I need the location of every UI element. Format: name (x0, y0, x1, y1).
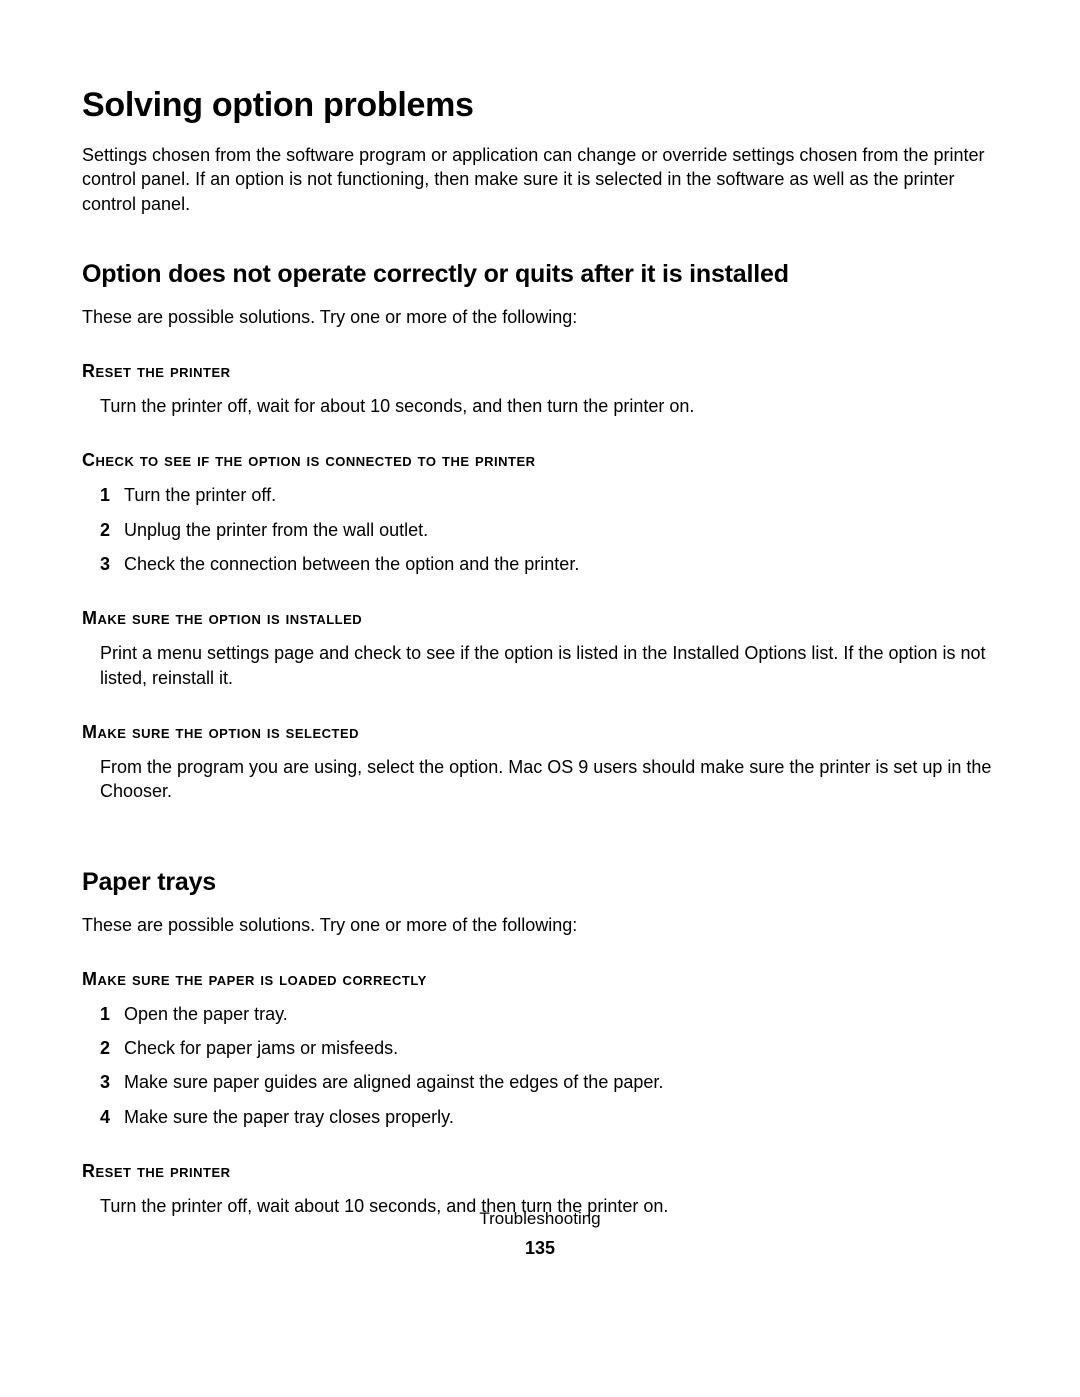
list-item: 3Check the connection between the option… (100, 552, 998, 576)
list-text: Turn the printer off. (124, 483, 276, 507)
list-number: 2 (100, 518, 124, 542)
subsection-title: Make sure the paper is loaded correctly (82, 969, 998, 990)
list-text: Check for paper jams or misfeeds. (124, 1036, 398, 1060)
section-lead: These are possible solutions. Try one or… (82, 913, 998, 937)
list-item: 2Unplug the printer from the wall outlet… (100, 518, 998, 542)
numbered-list: 1Turn the printer off. 2Unplug the print… (82, 483, 998, 576)
intro-paragraph: Settings chosen from the software progra… (82, 143, 998, 216)
subsection-body: Print a menu settings page and check to … (82, 641, 998, 690)
numbered-list: 1Open the paper tray. 2Check for paper j… (82, 1002, 998, 1129)
subsection-body: Turn the printer off, wait for about 10 … (82, 394, 998, 418)
list-number: 2 (100, 1036, 124, 1060)
footer-label: Troubleshooting (0, 1209, 1080, 1229)
list-number: 1 (100, 483, 124, 507)
subsection-title: Reset the printer (82, 361, 998, 382)
list-number: 3 (100, 1070, 124, 1094)
subsection-body: From the program you are using, select t… (82, 755, 998, 804)
subsection-title: Reset the printer (82, 1161, 998, 1182)
list-number: 4 (100, 1105, 124, 1129)
list-item: 1Open the paper tray. (100, 1002, 998, 1026)
section-heading: Paper trays (82, 868, 998, 897)
list-item: 4Make sure the paper tray closes properl… (100, 1105, 998, 1129)
list-text: Open the paper tray. (124, 1002, 288, 1026)
section-lead: These are possible solutions. Try one or… (82, 305, 998, 329)
section-heading: Option does not operate correctly or qui… (82, 260, 998, 289)
subsection-title: Check to see if the option is connected … (82, 450, 998, 471)
page-number: 135 (0, 1238, 1080, 1259)
list-text: Unplug the printer from the wall outlet. (124, 518, 428, 542)
list-item: 1Turn the printer off. (100, 483, 998, 507)
subsection-title: Make sure the option is installed (82, 608, 998, 629)
list-item: 3Make sure paper guides are aligned agai… (100, 1070, 998, 1094)
list-text: Make sure the paper tray closes properly… (124, 1105, 454, 1129)
document-page: Solving option problems Settings chosen … (0, 0, 1080, 1397)
list-text: Check the connection between the option … (124, 552, 579, 576)
page-title: Solving option problems (82, 86, 998, 125)
list-number: 3 (100, 552, 124, 576)
subsection-title: Make sure the option is selected (82, 722, 998, 743)
list-text: Make sure paper guides are aligned again… (124, 1070, 663, 1094)
list-item: 2Check for paper jams or misfeeds. (100, 1036, 998, 1060)
list-number: 1 (100, 1002, 124, 1026)
